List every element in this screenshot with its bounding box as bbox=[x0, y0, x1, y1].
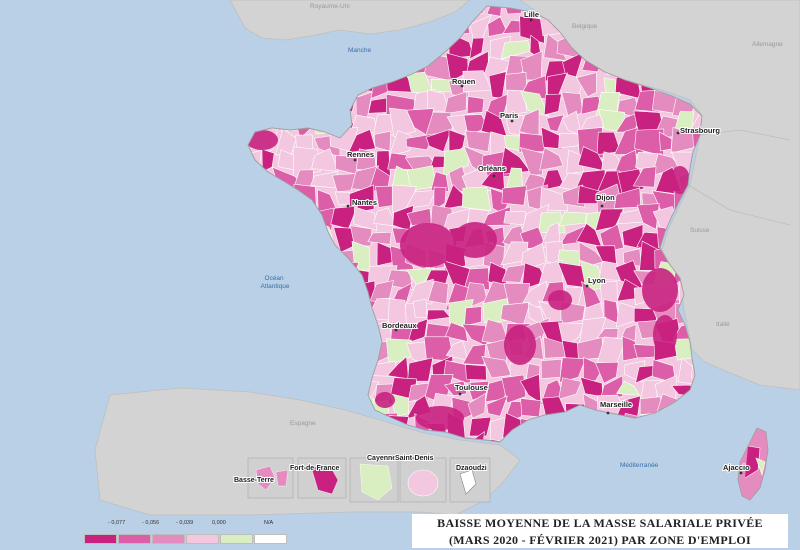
city-label-rouen: Rouen bbox=[452, 77, 476, 86]
corsica bbox=[737, 427, 769, 501]
united-kingdom-landmass bbox=[229, 0, 471, 41]
legend-swatch bbox=[84, 534, 117, 544]
country-label-spain: Espagne bbox=[290, 420, 316, 427]
overseas-insets: Basse-Terre Fort-de-France Cayenne Saint… bbox=[233, 454, 491, 503]
city-label-rennes: Rennes bbox=[347, 150, 374, 159]
legend-swatch bbox=[254, 534, 287, 544]
legend-tick-3: - 0,039 bbox=[176, 520, 194, 526]
legend-tick-1: - 0,077 bbox=[108, 520, 126, 526]
city-label-bordeaux: Bordeaux bbox=[382, 321, 417, 330]
legend-swatch bbox=[220, 534, 253, 544]
map-title-line2: (MARS 2020 - FÉVRIER 2021) PAR ZONE D'EM… bbox=[449, 533, 751, 547]
city-label-orleans: Orléans bbox=[478, 164, 506, 173]
overseas-label-cayenne: Cayenne bbox=[367, 455, 396, 462]
legend-swatch bbox=[152, 534, 185, 544]
map-title: BAISSE MOYENNE DE LA MASSE SALARIALE PRI… bbox=[412, 514, 788, 548]
country-label-italy: Italie bbox=[716, 321, 730, 328]
map-title-line1: BAISSE MOYENNE DE LA MASSE SALARIALE PRI… bbox=[437, 516, 763, 530]
country-label-switzerland: Suisse bbox=[690, 227, 710, 234]
city-label-toulouse: Toulouse bbox=[455, 383, 488, 392]
legend-swatch bbox=[118, 534, 151, 544]
country-label-belgium: Belgique bbox=[572, 23, 598, 30]
city-label-marseille: Marseille bbox=[600, 400, 632, 409]
legend-swatch bbox=[186, 534, 219, 544]
sea-label-atlantic-line2: Atlantique bbox=[261, 283, 290, 290]
sea-label-atlantic: Océan Atlantique bbox=[261, 275, 290, 290]
overseas-label-saint-denis: Saint-Denis bbox=[395, 455, 434, 462]
country-labels: Royaume-Uni Belgique Allemagne Suisse It… bbox=[290, 3, 783, 427]
sea-label-manche: Manche bbox=[348, 47, 372, 54]
city-labels: Lille Rouen Paris Strasbourg Rennes Orlé… bbox=[346, 9, 751, 473]
country-label-germany: Allemagne bbox=[752, 41, 783, 48]
city-label-lille: Lille bbox=[524, 10, 539, 19]
city-label-ajaccio: Ajaccio bbox=[723, 463, 750, 472]
legend: - 0,077 - 0,056 - 0,039 0,000 N/A bbox=[84, 518, 296, 546]
city-label-strasbourg: Strasbourg bbox=[680, 126, 720, 135]
sea-label-atlantic-line1: Océan bbox=[265, 275, 285, 282]
overseas-label-dzaoudzi: Dzaoudzi bbox=[456, 465, 487, 472]
city-label-paris: Paris bbox=[500, 111, 518, 120]
country-label-uk: Royaume-Uni bbox=[310, 3, 350, 10]
legend-tick-na: N/A bbox=[264, 520, 274, 526]
sea-label-mediterranee: Méditerranée bbox=[620, 462, 659, 469]
legend-tick-2: - 0,056 bbox=[142, 520, 160, 526]
sea-labels: Manche Océan Atlantique Méditerranée bbox=[261, 47, 659, 469]
city-markers bbox=[346, 18, 743, 475]
city-label-nantes: Nantes bbox=[352, 198, 377, 207]
city-label-dijon: Dijon bbox=[596, 193, 615, 202]
overseas-label-basse-terre: Basse-Terre bbox=[234, 477, 274, 484]
city-label-lyon: Lyon bbox=[588, 276, 606, 285]
legend-tick-4: 0,000 bbox=[212, 520, 226, 526]
overseas-label-fort-de-france: Fort-de-France bbox=[290, 465, 340, 472]
